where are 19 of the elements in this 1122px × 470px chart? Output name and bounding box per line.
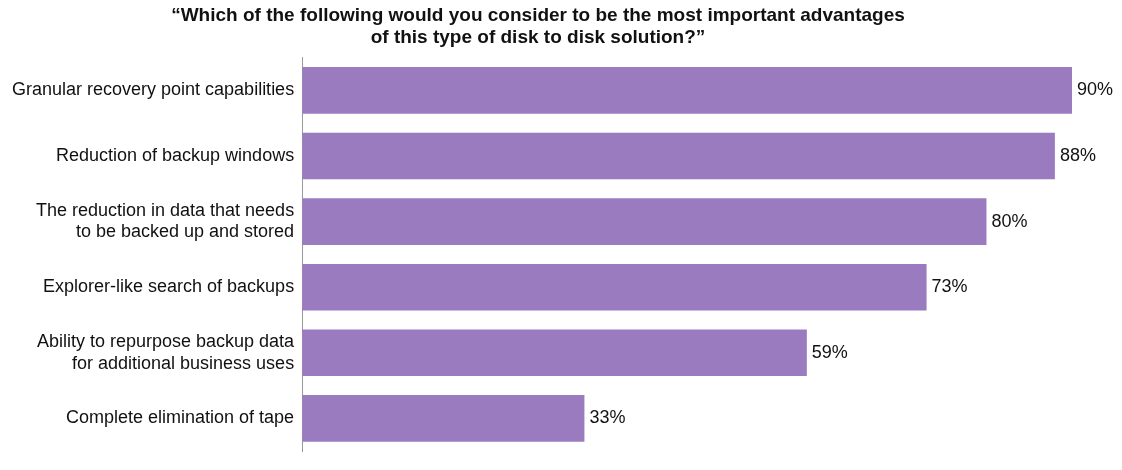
y-tick-label: The reduction in data that needs to be backed up and stored (35, 199, 295, 242)
data-label: 80% (991, 210, 1028, 231)
data-label: 73% (931, 276, 968, 297)
data-label: 88% (1059, 144, 1096, 165)
y-tick-label: Ability to repurpose backup data for additional business uses (36, 330, 296, 373)
bar (302, 329, 807, 377)
bar (302, 395, 585, 442)
data-label: 33% (589, 407, 626, 428)
bar (302, 67, 1072, 114)
bar (302, 263, 927, 311)
y-tick-label: Granular recovery point capabilities (12, 79, 295, 100)
bar (302, 132, 1055, 180)
data-label: 59% (811, 341, 848, 362)
y-tick-label: Complete elimination of tape (66, 407, 295, 428)
y-tick-label: Explorer-like search of backups (43, 276, 295, 297)
y-tick-label: Reduction of backup windows (56, 144, 295, 165)
chart-title: “Which of the following would you consider to be the most important advantages of this type of disk to disk solution?” (171, 3, 905, 48)
data-label: 90% (1077, 79, 1114, 100)
bar (302, 198, 987, 245)
